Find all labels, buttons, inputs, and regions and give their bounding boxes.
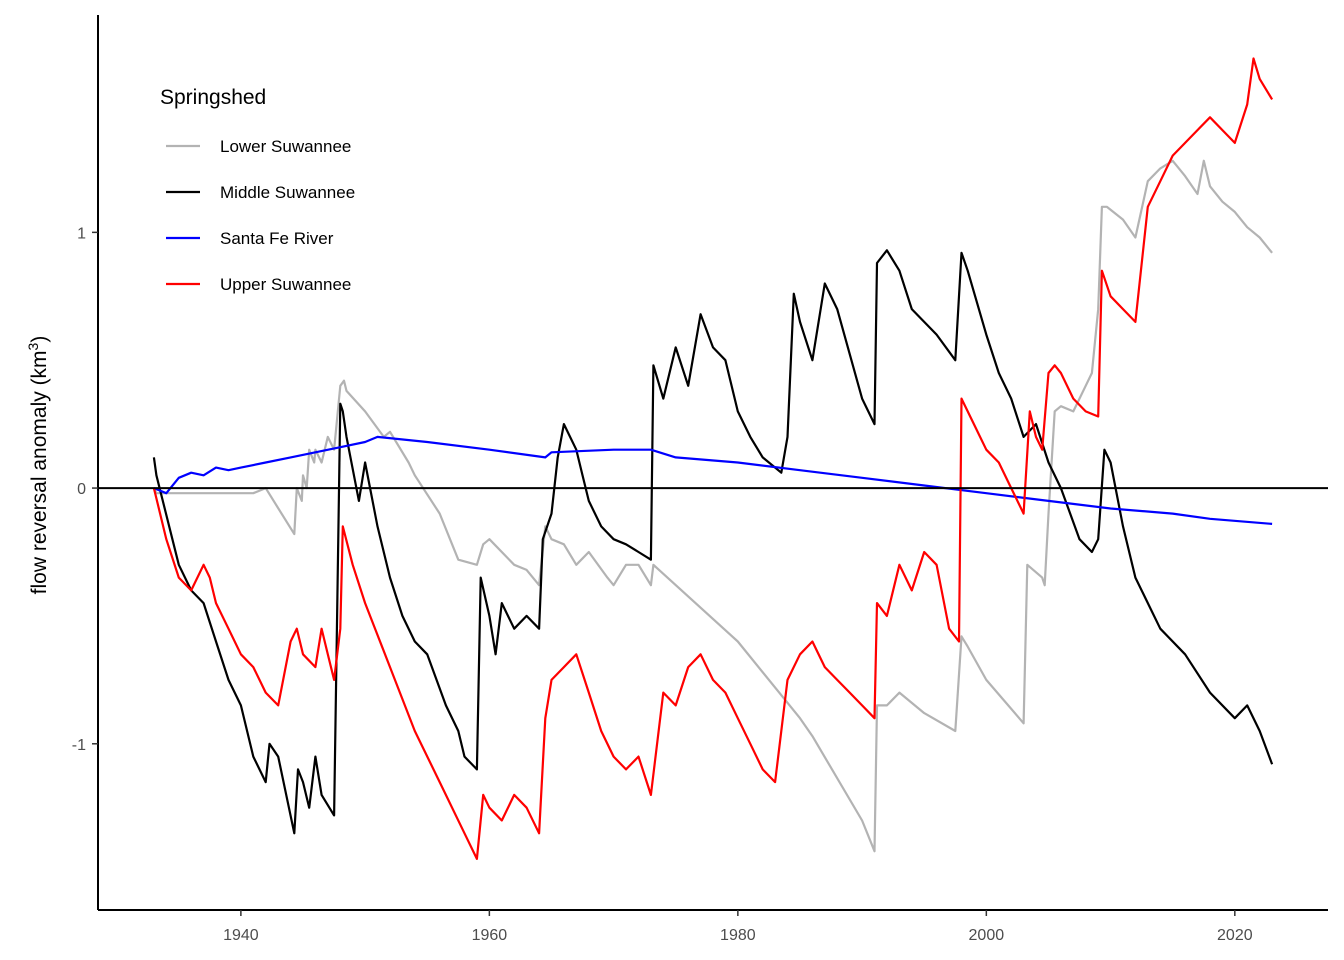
y-axis-ticks: -1 0 1 <box>72 225 98 754</box>
legend-label-middle-suwannee: Middle Suwannee <box>220 183 355 202</box>
y-tick-label: 0 <box>77 481 86 498</box>
series-line-santa-fe-river <box>153 435 1273 525</box>
y-axis-title-superscript: 3 <box>25 342 41 350</box>
y-tick-label: -1 <box>72 737 86 754</box>
y-tick-label: 1 <box>77 225 86 242</box>
legend-label-lower-suwannee: Lower Suwannee <box>220 137 351 156</box>
legend: Springshed Lower Suwannee Middle Suwannee… <box>160 86 355 294</box>
legend-label-santa-fe-river: Santa Fe River <box>220 229 334 248</box>
legend-title: Springshed <box>160 86 266 109</box>
y-axis-title: flow reversal anomaly (km3) <box>25 336 51 595</box>
series-line-lower-suwannee <box>152 159 1273 853</box>
x-tick-label: 1960 <box>472 927 508 944</box>
series-line-middle-suwannee <box>152 249 1274 835</box>
x-tick-label: 2000 <box>969 927 1005 944</box>
x-tick-label: 1980 <box>720 927 756 944</box>
legend-label-upper-suwannee: Upper Suwannee <box>220 275 351 294</box>
x-axis-ticks: 1940 1960 1980 2000 2020 <box>223 910 1253 944</box>
y-axis-title-suffix: ) <box>28 336 51 343</box>
series-line-upper-suwannee <box>152 57 1274 861</box>
legend-items: Lower Suwannee Middle Suwannee Santa Fe Ri… <box>166 137 355 294</box>
x-tick-label: 2020 <box>1217 927 1253 944</box>
x-tick-label: 1940 <box>223 927 259 944</box>
series-lines <box>152 57 1274 861</box>
